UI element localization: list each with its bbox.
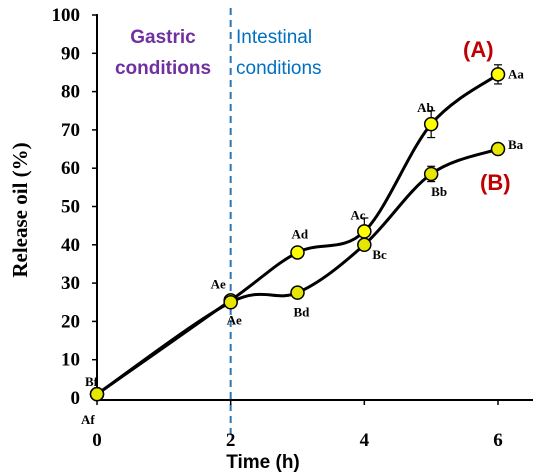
data-point-Bd: [290, 285, 305, 300]
point-label-Bd: Bd: [294, 305, 311, 320]
point-label-Ad: Ad: [292, 226, 309, 241]
y-tick-label-40: 40: [61, 235, 80, 256]
data-point-Ac: [357, 224, 372, 239]
point-label-Af: Af: [81, 412, 95, 427]
point-label-Ac: Ac: [350, 207, 365, 222]
data-point-Aa: [490, 67, 506, 82]
x-tick-label-2: 2: [226, 430, 236, 451]
y-tick-label-80: 80: [61, 82, 80, 103]
y-tick-label-70: 70: [61, 120, 80, 141]
point-label-Ae: Ae: [227, 312, 242, 327]
intestinal-label-line-2: conditions: [236, 58, 322, 79]
y-tick-label-60: 60: [61, 158, 80, 179]
series-b-label: (B): [480, 170, 511, 195]
x-axis-label: Time (h): [226, 452, 300, 473]
point-label-Bc: Bc: [372, 247, 387, 262]
y-tick-label-10: 10: [61, 350, 80, 371]
data-point-Bb: [423, 166, 439, 182]
y-tick-label-90: 90: [61, 43, 80, 64]
y-tick-label-30: 30: [61, 273, 80, 294]
point-label-Ba: Ba: [508, 137, 524, 152]
y-tick-label-50: 50: [61, 197, 80, 218]
point-label-Ab: Ab: [417, 100, 434, 115]
intestinal-label-line-1: Intestinal: [236, 27, 312, 48]
y-tick-label-0: 0: [71, 388, 81, 409]
data-point-Ad: [290, 245, 305, 260]
data-point-Ab: [423, 116, 439, 132]
x-tick-label-0: 0: [92, 430, 102, 451]
point-label-Ae: Ae: [211, 276, 226, 291]
gastric-label-line-1: Gastric: [130, 27, 196, 48]
x-tick-label-4: 4: [360, 430, 370, 451]
y-tick-label-20: 20: [61, 311, 80, 332]
point-label-Bf: Bf: [85, 374, 99, 389]
error-bars: [226, 64, 502, 305]
x-tick-label-6: 6: [493, 430, 503, 451]
gastric-label-line-2: conditions: [115, 58, 211, 79]
point-label-Bb: Bb: [431, 184, 447, 199]
point-label-Aa: Aa: [508, 66, 524, 81]
data-point-Bf: [89, 386, 105, 402]
y-axis-label: Release oil (%): [8, 142, 32, 277]
axis-ticks: 0 10 20 30 40 50 60 70 80 90 100 0 2 4 6: [52, 5, 503, 451]
data-point-Ae: [223, 295, 238, 310]
data-point-Bc: [357, 237, 372, 253]
data-markers: [89, 67, 506, 402]
data-point-Ba: [490, 141, 506, 157]
series-a-label: (A): [463, 37, 494, 62]
y-tick-label-100: 100: [52, 5, 81, 26]
point-labels: Af Ae Ad Ac Ab Aa Bf Ae Bd Bc Bb Ba: [81, 66, 524, 427]
